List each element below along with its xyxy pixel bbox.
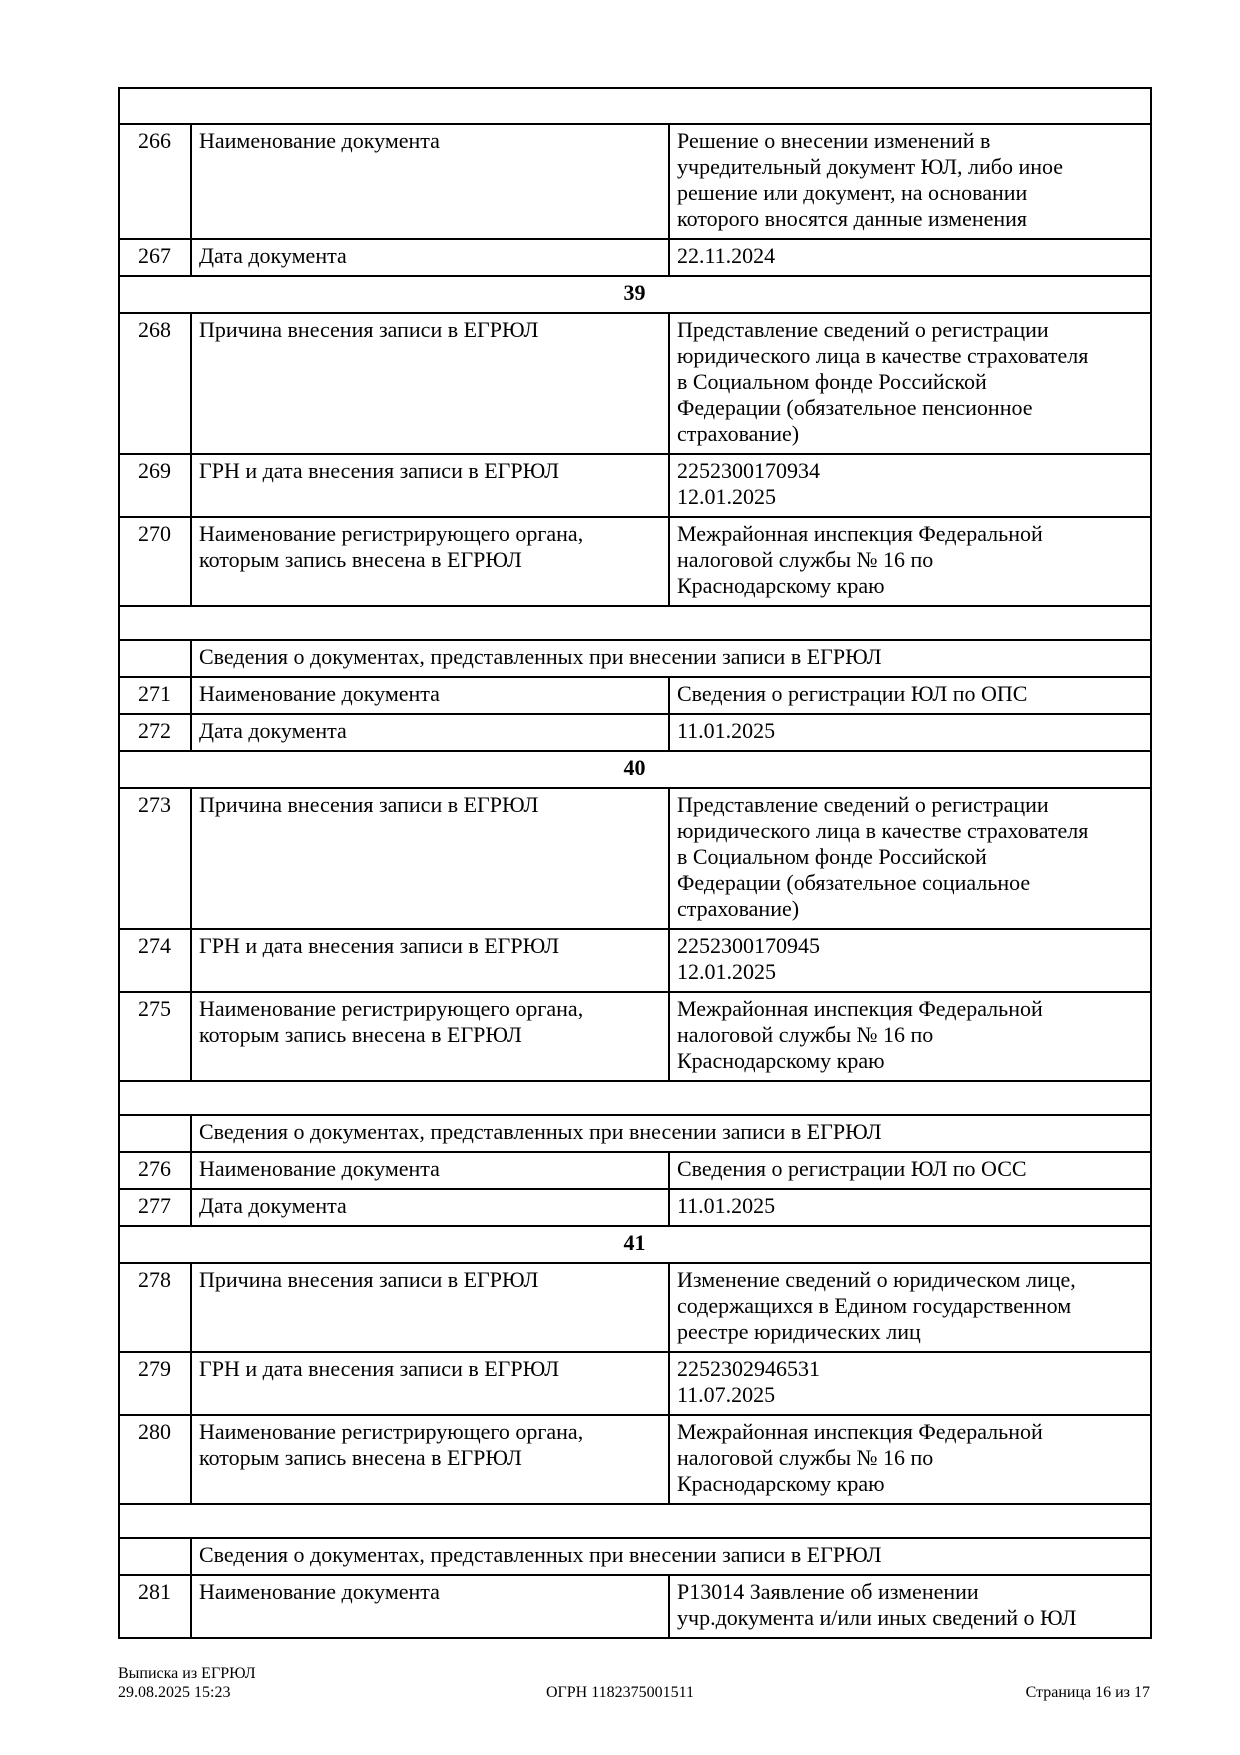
row-number-cell: 281 [118,1574,192,1639]
field-label-cell: ГРН и дата внесения записи в ЕГРЮЛ [190,453,670,518]
section-number-row: 39 [117,275,1153,314]
spacer-row [117,605,1153,641]
footer-doc-type: Выписка из ЕГРЮЛ [118,1665,256,1682]
row-number-cell: 274 [118,928,192,993]
documents-header-cell: Сведения о документах, представленных пр… [189,639,1153,678]
empty-cell [117,1503,1153,1539]
row-number-cell: 273 [118,787,192,930]
field-label-cell: Дата документа [190,1188,670,1227]
row-number-cell: 268 [118,312,192,455]
field-label-cell: Наименование документа [190,1574,670,1639]
section-number-row: 40 [117,750,1153,789]
section-number: 40 [117,750,1153,789]
field-value-cell: 2252300170934 12.01.2025 [667,453,1153,518]
row-number-cell: 279 [118,1351,192,1416]
row-number-cell: 269 [118,453,192,518]
field-label-cell: Наименование документа [190,1151,670,1190]
section-number-row: 41 [117,1225,1153,1264]
record-row: 266 Наименование документа Решение о внесе… [118,123,1153,240]
row-number-cell: 271 [118,676,192,715]
field-value-cell: Представление сведений о регистрации юри… [667,312,1153,455]
record-row: 278 Причина внесения записи в ЕГРЮЛ Измене… [118,1262,1153,1353]
field-label-cell: ГРН и дата внесения записи в ЕГРЮЛ [190,928,670,993]
field-value-cell: 2252302946531 11.07.2025 [667,1351,1153,1416]
record-row: 274 ГРН и дата внесения записи в ЕГРЮЛ 225… [118,928,1153,993]
record-row: 271 Наименование документа Сведения о реги… [118,676,1153,715]
row-number-cell: 280 [118,1414,192,1505]
field-label-cell: Причина внесения записи в ЕГРЮЛ [190,1262,670,1353]
spacer-row [117,1503,1153,1539]
field-label-cell: Наименование регистрирующего органа, кот… [190,1414,670,1505]
field-value-cell: Сведения о регистрации ЮЛ по ОСС [667,1151,1153,1190]
field-value-cell: Межрайонная инспекция Федеральной налого… [667,1414,1153,1505]
record-row: 270 Наименование регистрирующего органа, … [118,516,1153,607]
documents-header-row: Сведения о документах, представленных пр… [118,639,1153,678]
field-value-cell: Межрайонная инспекция Федеральной налого… [667,991,1153,1082]
footer-datetime: 29.08.2025 15:23 [118,1684,231,1701]
row-number-cell: 266 [118,123,192,240]
egrul-table-body: 266 Наименование документа Решение о внесе… [117,87,1153,1639]
section-number: 41 [117,1225,1153,1264]
footer-page-number: Страница 16 из 17 [1025,1684,1150,1701]
empty-cell [117,87,1153,125]
field-value-cell: 22.11.2024 [667,238,1153,277]
row-number-cell: 270 [118,516,192,607]
record-row: 280 Наименование регистрирующего органа, … [118,1414,1153,1505]
footer-ogrn: ОГРН 1182375001511 [545,1684,695,1701]
field-value-cell: Межрайонная инспекция Федеральной налого… [667,516,1153,607]
row-number-cell: 278 [118,1262,192,1353]
row-number-cell [118,1537,192,1576]
field-value-cell: Р13014 Заявление об изменении учр.докуме… [667,1574,1153,1639]
empty-cell [117,605,1153,641]
record-row: 276 Наименование документа Сведения о реги… [118,1151,1153,1190]
row-number-cell: 277 [118,1188,192,1227]
field-label-cell: Наименование регистрирующего органа, кот… [190,516,670,607]
egrul-records-table: 266 Наименование документа Решение о внесе… [117,87,1153,1639]
section-number: 39 [117,275,1153,314]
row-number-cell: 272 [118,713,192,752]
field-label-cell: ГРН и дата внесения записи в ЕГРЮЛ [190,1351,670,1416]
record-row: 268 Причина внесения записи в ЕГРЮЛ Предст… [118,312,1153,455]
record-row: 269 ГРН и дата внесения записи в ЕГРЮЛ 225… [118,453,1153,518]
field-value-cell: Изменение сведений о юридическом лице, с… [667,1262,1153,1353]
field-value-cell: 11.01.2025 [667,1188,1153,1227]
field-value-cell: Сведения о регистрации ЮЛ по ОПС [667,676,1153,715]
top-empty-row [117,87,1153,125]
field-label-cell: Дата документа [190,713,670,752]
record-row: 273 Причина внесения записи в ЕГРЮЛ Предст… [118,787,1153,930]
row-number-cell: 275 [118,991,192,1082]
field-label-cell: Причина внесения записи в ЕГРЮЛ [190,787,670,930]
record-row: 281 Наименование документа Р13014 Заявлени… [118,1574,1153,1639]
record-row: 272 Дата документа 11.01.2025 [118,713,1153,752]
field-label-cell: Дата документа [190,238,670,277]
documents-header-cell: Сведения о документах, представленных пр… [189,1537,1153,1576]
field-label-cell: Наименование документа [190,676,670,715]
row-number-cell [118,639,192,678]
field-value-cell: Решение о внесении изменений в учредител… [667,123,1153,240]
record-row: 267 Дата документа 22.11.2024 [118,238,1153,277]
spacer-row [117,1080,1153,1116]
field-label-cell: Причина внесения записи в ЕГРЮЛ [190,312,670,455]
field-value-cell: 2252300170945 12.01.2025 [667,928,1153,993]
field-value-cell: Представление сведений о регистрации юри… [667,787,1153,930]
row-number-cell: 267 [118,238,192,277]
documents-header-row: Сведения о документах, представленных пр… [118,1114,1153,1153]
row-number-cell [118,1114,192,1153]
footer: Выписка из ЕГРЮЛ 29.08.2025 15:23 [118,1664,256,1702]
field-label-cell: Наименование регистрирующего органа, кот… [190,991,670,1082]
row-number-cell: 276 [118,1151,192,1190]
record-row: 279 ГРН и дата внесения записи в ЕГРЮЛ 225… [118,1351,1153,1416]
documents-header-row: Сведения о документах, представленных пр… [118,1537,1153,1576]
field-label-cell: Наименование документа [190,123,670,240]
documents-header-cell: Сведения о документах, представленных пр… [189,1114,1153,1153]
field-value-cell: 11.01.2025 [667,713,1153,752]
record-row: 277 Дата документа 11.01.2025 [118,1188,1153,1227]
record-row: 275 Наименование регистрирующего органа, … [118,991,1153,1082]
empty-cell [117,1080,1153,1116]
